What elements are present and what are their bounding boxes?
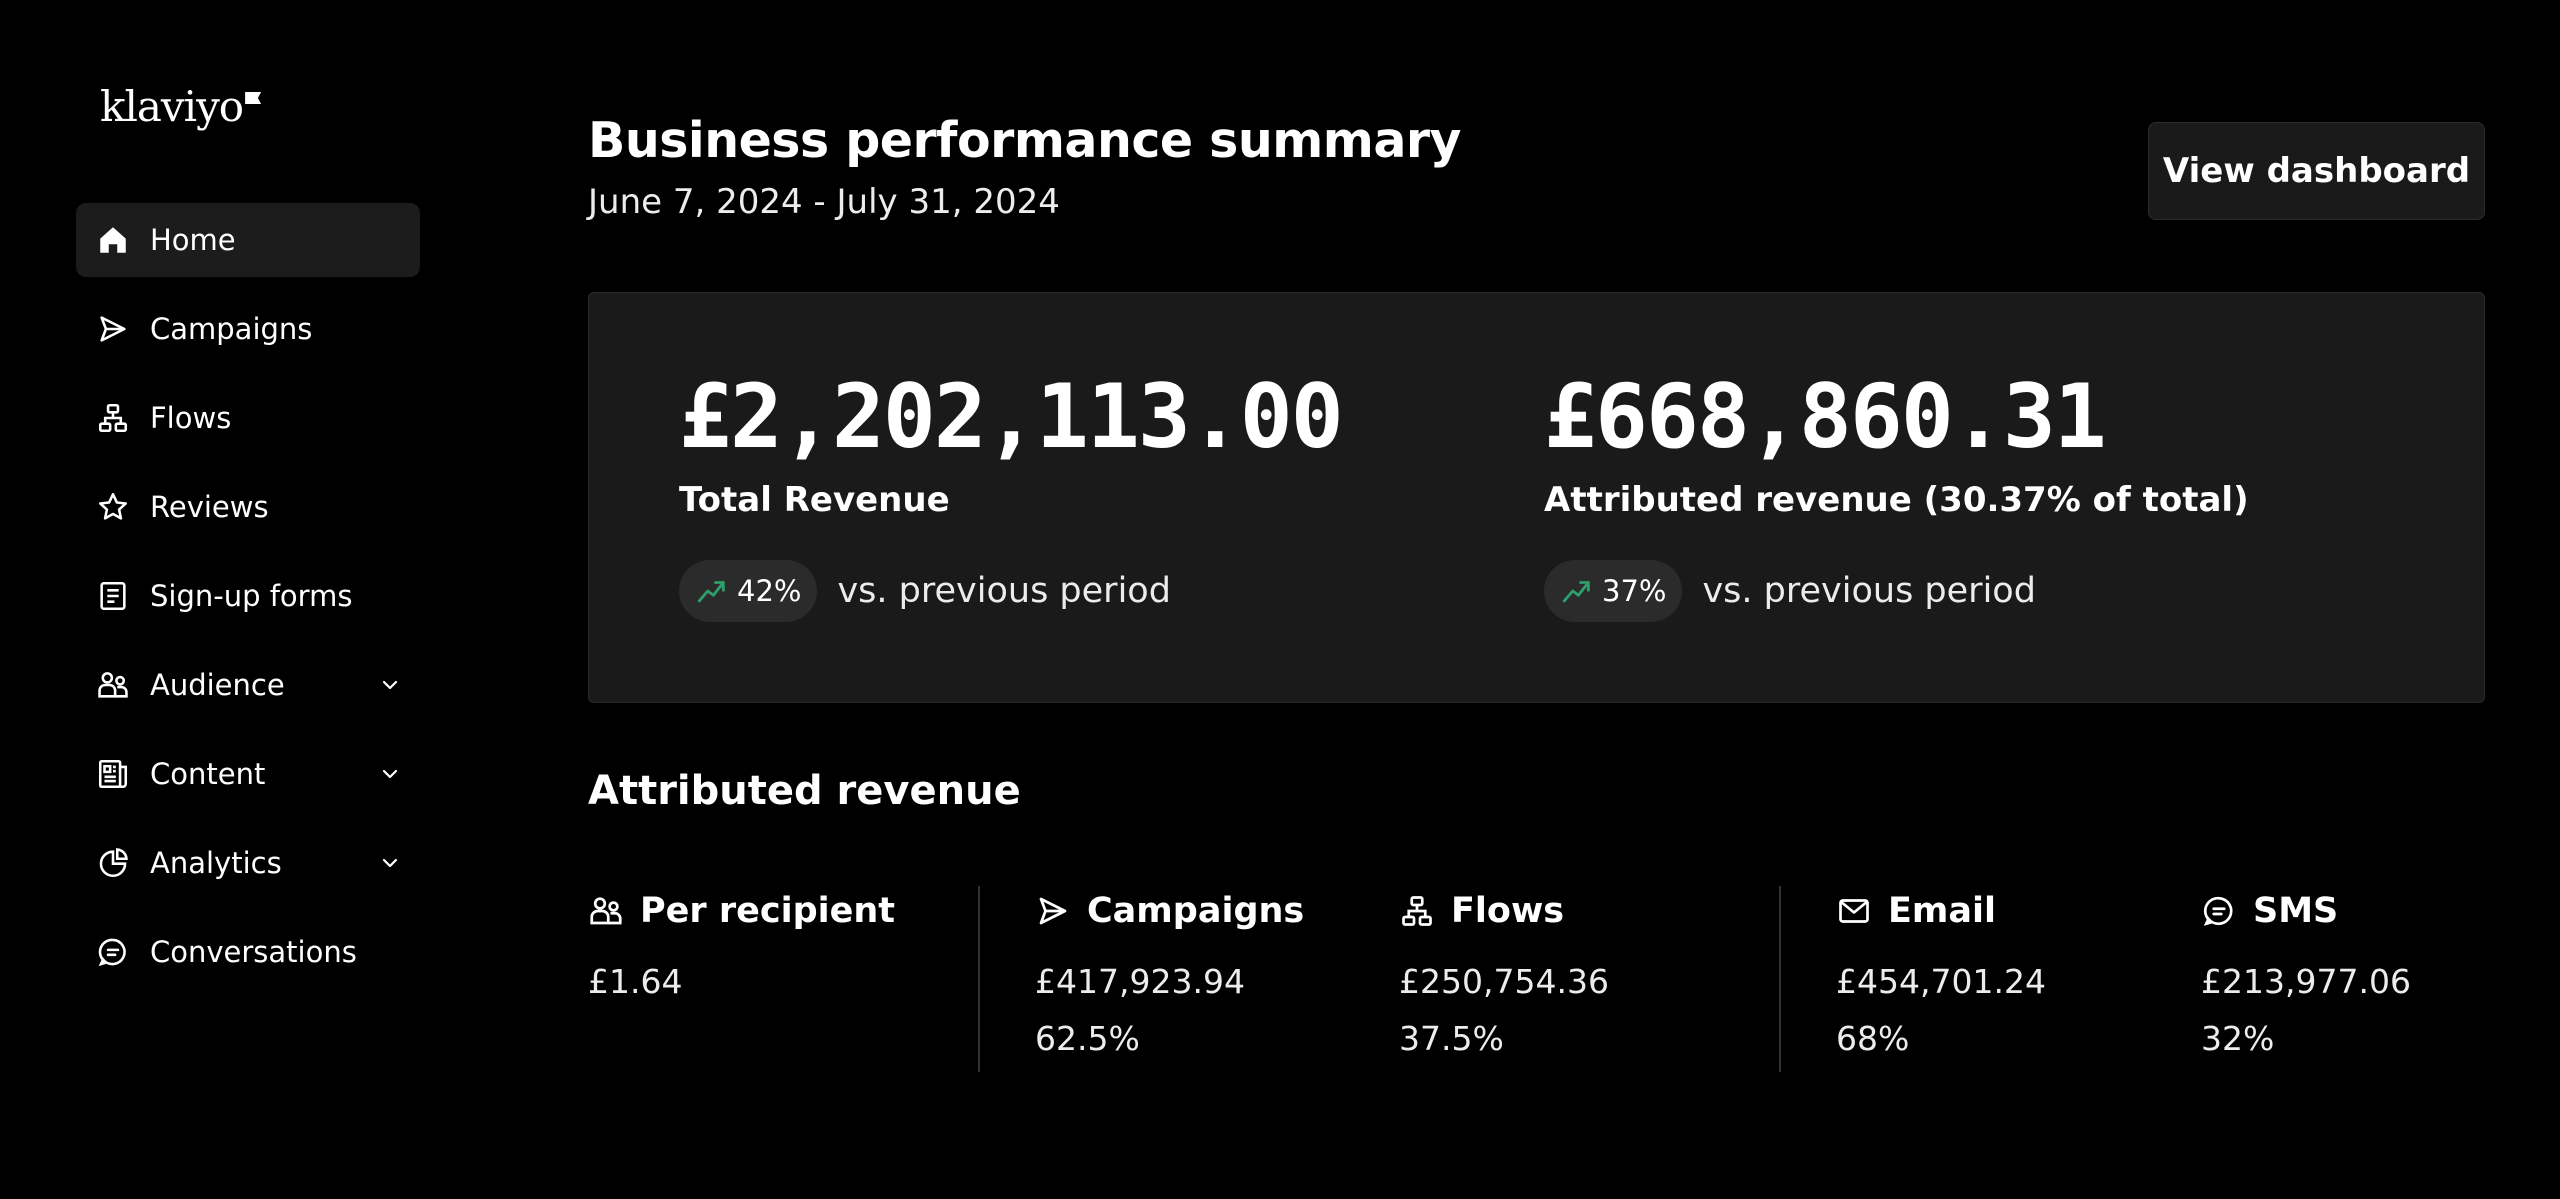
- email-label: Email: [1888, 891, 1996, 931]
- sidebar-item-conversations[interactable]: Conversations: [76, 915, 420, 989]
- sidebar-item-label: Home: [150, 223, 236, 257]
- campaigns-percent: 62.5%: [1035, 1019, 1140, 1058]
- column-divider: [1779, 886, 1781, 1072]
- sidebar-item-label: Campaigns: [150, 312, 313, 346]
- per-recipient-column: Per recipient £1.64: [588, 886, 895, 1001]
- email-value: £454,701.24: [1836, 962, 2046, 1001]
- klaviyo-logo[interactable]: klaviyo: [100, 82, 262, 131]
- attributed-revenue-metric: £668,860.31 Attributed revenue (30.37% o…: [1544, 365, 2249, 622]
- sidebar-item-audience[interactable]: Audience: [76, 648, 420, 722]
- logo-flag-icon: [245, 92, 262, 104]
- home-icon: [96, 223, 130, 257]
- flows-value: £250,754.36: [1399, 962, 1609, 1001]
- sms-header: SMS: [2201, 886, 2411, 936]
- date-range: June 7, 2024 - July 31, 2024: [588, 182, 1060, 222]
- campaigns-column: Campaigns £417,923.94 62.5%: [1035, 886, 1304, 1058]
- trend-percent: 37%: [1602, 573, 1667, 608]
- flows-header: Flows: [1399, 886, 1609, 936]
- sidebar-item-flows[interactable]: Flows: [76, 381, 420, 455]
- pie-chart-icon: [96, 846, 130, 880]
- attributed-revenue-trend: 37% vs. previous period: [1544, 559, 2249, 622]
- attributed-revenue-heading: Attributed revenue: [588, 768, 1021, 814]
- campaigns-value: £417,923.94: [1035, 962, 1245, 1001]
- sms-label: SMS: [2253, 891, 2339, 931]
- flows-column: Flows £250,754.36 37.5%: [1399, 886, 1609, 1058]
- sidebar-item-label: Analytics: [150, 846, 282, 880]
- trend-badge: 37%: [1544, 559, 1683, 622]
- flows-percent: 37.5%: [1399, 1019, 1504, 1058]
- send-icon: [1039, 897, 1067, 925]
- sidebar-item-analytics[interactable]: Analytics: [76, 826, 420, 900]
- sidebar-item-label: Reviews: [150, 490, 269, 524]
- campaigns-header: Campaigns: [1035, 886, 1304, 936]
- mail-icon: [1839, 899, 1869, 923]
- sidebar-nav: Home Campaigns Flows Reviews: [76, 203, 420, 1004]
- total-revenue-trend: 42% vs. previous period: [679, 559, 1342, 622]
- trending-up-icon: [697, 580, 725, 603]
- send-icon: [96, 312, 130, 346]
- chevron-down-icon[interactable]: [378, 762, 402, 786]
- view-dashboard-button[interactable]: View dashboard: [2148, 122, 2485, 220]
- per-recipient-header: Per recipient: [588, 886, 895, 936]
- column-divider: [978, 886, 980, 1072]
- chat-icon: [2203, 896, 2233, 926]
- email-column: Email £454,701.24 68%: [1836, 886, 2046, 1058]
- per-recipient-value: £1.64: [588, 962, 683, 1001]
- content-icon: [96, 757, 130, 791]
- chevron-down-icon[interactable]: [378, 673, 402, 697]
- attributed-revenue-value: £668,860.31: [1544, 365, 2107, 468]
- sms-column: SMS £213,977.06 32%: [2201, 886, 2411, 1058]
- logo-text: klaviyo: [100, 82, 244, 131]
- attributed-revenue-breakdown: Per recipient £1.64 Campaigns £417,923.9…: [588, 886, 2485, 1072]
- email-percent: 68%: [1836, 1019, 1910, 1058]
- page-title: Business performance summary: [588, 112, 1462, 169]
- sidebar-item-label: Content: [150, 757, 266, 791]
- chevron-down-icon[interactable]: [378, 851, 402, 875]
- flows-icon: [96, 401, 130, 435]
- revenue-summary-card: £2,202,113.00 Total Revenue 42% vs. prev…: [588, 292, 2485, 703]
- email-header: Email: [1836, 886, 2046, 936]
- sidebar-item-signup-forms[interactable]: Sign-up forms: [76, 559, 420, 633]
- sidebar: klaviyo Home Campaigns Flows: [0, 0, 470, 1199]
- total-revenue-metric: £2,202,113.00 Total Revenue 42% vs. prev…: [679, 365, 1344, 622]
- attributed-revenue-label: Attributed revenue (30.37% of total): [1544, 479, 2249, 520]
- comparison-text: vs. previous period: [1702, 570, 2036, 611]
- campaigns-label: Campaigns: [1087, 891, 1305, 931]
- sidebar-item-label: Audience: [150, 668, 285, 702]
- sidebar-item-home[interactable]: Home: [76, 203, 420, 277]
- sidebar-item-label: Flows: [150, 401, 232, 435]
- sidebar-item-reviews[interactable]: Reviews: [76, 470, 420, 544]
- sidebar-item-campaigns[interactable]: Campaigns: [76, 292, 420, 366]
- per-recipient-label: Per recipient: [640, 891, 896, 931]
- sms-percent: 32%: [2201, 1019, 2275, 1058]
- comparison-text: vs. previous period: [837, 570, 1171, 611]
- flows-icon: [1402, 896, 1432, 926]
- sidebar-item-content[interactable]: Content: [76, 737, 420, 811]
- sidebar-item-label: Sign-up forms: [150, 579, 353, 613]
- total-revenue-value: £2,202,113.00: [679, 365, 1344, 468]
- sms-value: £213,977.06: [2201, 962, 2411, 1001]
- star-icon: [96, 490, 130, 524]
- sidebar-item-label: Conversations: [150, 935, 357, 969]
- form-icon: [96, 579, 130, 613]
- flows-label: Flows: [1451, 891, 1565, 931]
- trend-percent: 42%: [737, 573, 802, 608]
- audience-icon: [96, 668, 130, 702]
- trend-badge: 42%: [679, 559, 818, 622]
- chat-icon: [96, 935, 130, 969]
- audience-icon: [590, 897, 622, 925]
- trending-up-icon: [1562, 580, 1590, 603]
- total-revenue-label: Total Revenue: [679, 479, 950, 520]
